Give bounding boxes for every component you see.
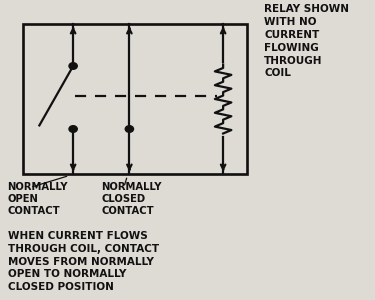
Circle shape xyxy=(69,63,77,69)
Text: RELAY SHOWN
WITH NO
CURRENT
FLOWING
THROUGH
COIL: RELAY SHOWN WITH NO CURRENT FLOWING THRO… xyxy=(264,4,350,79)
Text: WHEN CURRENT FLOWS
THROUGH COIL, CONTACT
MOVES FROM NORMALLY
OPEN TO NORMALLY
CL: WHEN CURRENT FLOWS THROUGH COIL, CONTACT… xyxy=(8,231,159,292)
Text: NORMALLY
CLOSED
CONTACT: NORMALLY CLOSED CONTACT xyxy=(101,182,162,216)
Circle shape xyxy=(69,126,77,132)
Bar xyxy=(22,24,248,174)
Circle shape xyxy=(125,126,134,132)
Text: NORMALLY
OPEN
CONTACT: NORMALLY OPEN CONTACT xyxy=(8,182,68,216)
